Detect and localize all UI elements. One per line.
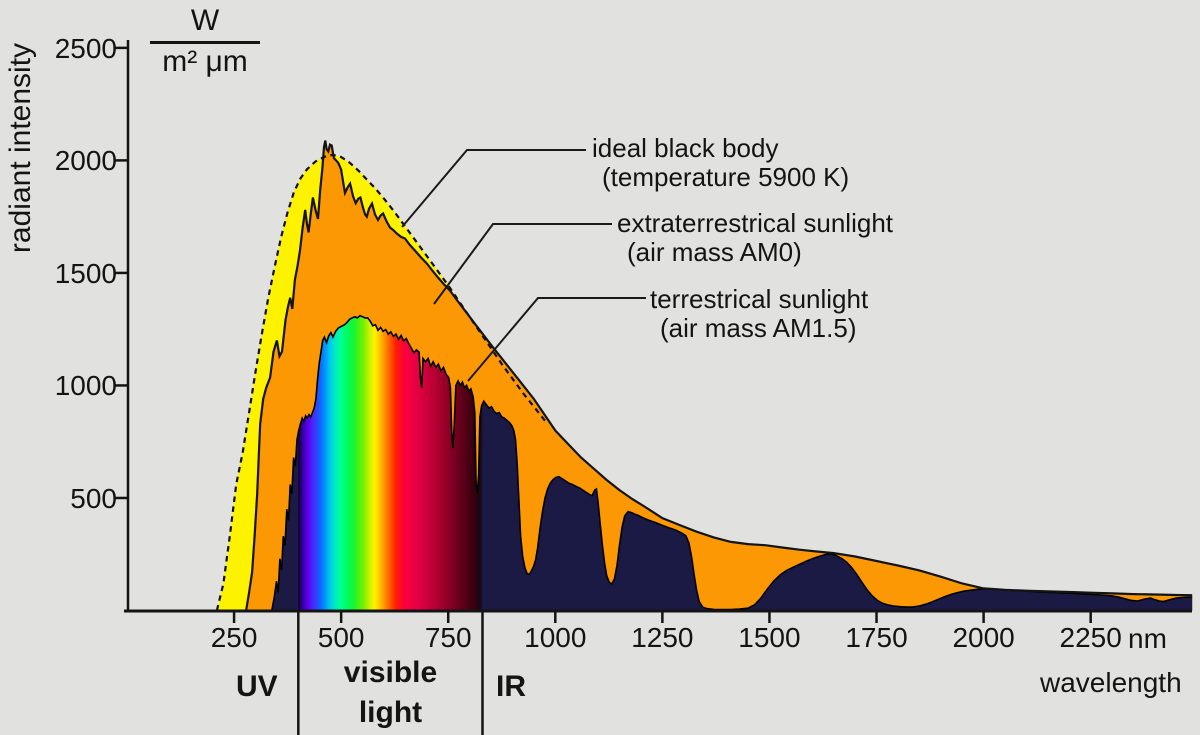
region-label-uv: UV [236,670,278,703]
am15-area [271,315,1193,611]
tick-label-x: 2000 [952,622,1015,653]
am0-curve [245,140,1193,611]
legend-leader-line [401,149,586,228]
legend-am15-detail: (air mass AM1.5) [660,313,857,343]
x-axis-unit: nm [1128,623,1167,654]
legend-leader-line [467,297,646,382]
x-axis-title: wavelength [1040,667,1182,698]
legend-am0: extraterrestrical sunlight (air mass AM0… [617,209,893,267]
legend-am15-name: terrestrical sunlight [650,284,869,314]
tick-label-x: 2250 [1059,622,1122,653]
blackbody-curve [215,153,549,611]
region-label-visible-line2: light [358,696,423,729]
tick-label-x: 1500 [738,622,801,653]
legend-blackbody-name: ideal black body [592,133,779,163]
legend-am0-name: extraterrestrical sunlight [617,208,893,238]
tick-label-x: 250 [210,622,258,653]
tick-label-x: 500 [317,622,365,653]
tick-label-y: 1000 [54,370,117,402]
region-label-visible-line1: visible [343,656,438,689]
legend-am15: terrestrical sunlight (air mass AM1.5) [650,285,868,343]
legend-am0-detail: (air mass AM0) [627,237,802,267]
fraction-bar [150,41,260,44]
y-axis-unit: W m² μm [150,4,260,78]
tick-label-x: 750 [424,622,472,653]
legend-blackbody-detail: (temperature 5900 K) [602,162,850,192]
region-label-ir: IR [496,670,526,703]
y-axis-unit-denominator: m² μm [162,45,248,78]
tick-label-x: 1250 [631,622,694,653]
tick-label-y: 500 [70,482,117,514]
tick-label-x: 1000 [524,622,587,653]
y-axis-unit-numerator: W [190,4,220,37]
legend-blackbody: ideal black body (temperature 5900 K) [592,134,849,192]
y-axis-title: radiant intensity [4,42,37,254]
tick-label-y: 2000 [54,145,117,177]
tick-label-x: 1750 [845,622,908,653]
legend-leader-line [433,223,612,305]
tick-label-y: 1500 [54,257,117,289]
am15-curve [271,314,1193,611]
tick-label-y: 2500 [54,32,117,64]
